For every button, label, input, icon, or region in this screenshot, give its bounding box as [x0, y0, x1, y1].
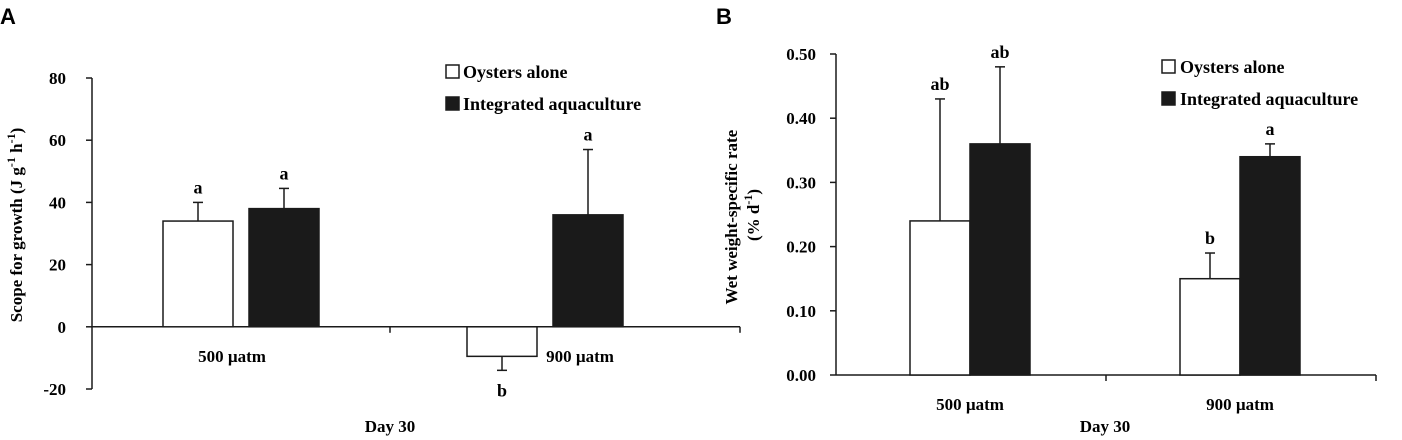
panel-a-y-axis-label: Scope for growth (J g-1 h-1)	[4, 128, 26, 323]
y-tick-label: 0	[58, 318, 67, 337]
y-tick-label: 0.30	[786, 173, 816, 192]
panel-b-y-axis-label: Wet weight-specific rate (% d-1)	[722, 126, 763, 305]
bar	[1179, 277, 1241, 376]
legend-swatch-integrated-aquaculture	[445, 96, 460, 111]
panel-a-significance-labels: a a b a	[194, 125, 593, 401]
y-tick-label: 0.00	[786, 366, 816, 385]
panel-a-bars	[162, 207, 624, 358]
panel-a-category-label: 500 µatm	[198, 347, 266, 366]
panel-a: A Scope for growth (J g-1 h-1) 80 60 40 20 0…	[0, 4, 741, 436]
y-tick-label: -20	[43, 380, 66, 399]
legend-swatch-oysters-alone	[445, 64, 460, 79]
y-tick-label: 0.20	[786, 238, 816, 257]
panel-b-category-label: 500 µatm	[936, 395, 1004, 414]
significance-label: ab	[930, 74, 949, 94]
panel-b-letter: B	[716, 4, 732, 29]
panel-b-x-axis-label: Day 30	[1080, 417, 1131, 436]
significance-label: a	[280, 163, 289, 183]
y-tick-label: 0.50	[786, 45, 816, 64]
y-tick-label: 40	[49, 193, 66, 212]
significance-label: b	[497, 380, 507, 400]
y-tick-label: 0.10	[786, 302, 816, 321]
y-tick-label: 60	[49, 131, 66, 150]
panel-b-error-bars	[935, 66, 1275, 279]
y-tick-label: 80	[49, 69, 66, 88]
bar	[1239, 155, 1301, 376]
panel-b-tick-labels: 0.50 0.40 0.30 0.20 0.10 0.00	[786, 45, 816, 385]
legend-label: Integrated aquaculture	[1180, 89, 1358, 109]
panel-a-tick-labels: 80 60 40 20 0 -20	[43, 69, 66, 399]
bar	[162, 220, 234, 328]
panel-a-legend: Oysters alone Integrated aquaculture	[445, 62, 641, 114]
bar	[909, 220, 971, 376]
legend-label: Oysters alone	[463, 62, 567, 82]
bar	[552, 214, 624, 328]
bar	[248, 207, 320, 328]
significance-label: b	[1205, 228, 1215, 248]
panel-a-error-bars	[193, 148, 593, 372]
panel-b-significance-labels: ab ab b a	[930, 42, 1274, 248]
panel-b: B Wet weight-specific rate (% d-1) 0.500…	[716, 4, 1377, 436]
panel-a-x-axis-label: Day 30	[365, 417, 416, 436]
panel-b-legend: Oysters alone Integrated aquaculture	[1161, 57, 1358, 109]
legend-swatch-integrated-aquaculture	[1161, 91, 1176, 106]
panel-a-letter: A	[0, 4, 16, 29]
panel-a-category-label: 900 µatm	[546, 347, 614, 366]
bar	[466, 326, 538, 358]
significance-label: a	[584, 125, 593, 145]
legend-swatch-oysters-alone	[1161, 59, 1176, 74]
significance-label: a	[1266, 119, 1275, 139]
y-tick-label: 20	[49, 256, 66, 275]
significance-label: ab	[990, 42, 1009, 62]
legend-label: Oysters alone	[1180, 57, 1284, 77]
panel-b-bars	[909, 143, 1301, 376]
bar	[969, 143, 1031, 376]
panel-b-category-label: 900 µatm	[1206, 395, 1274, 414]
significance-label: a	[194, 177, 203, 197]
legend-label: Integrated aquaculture	[463, 94, 641, 114]
y-tick-label: 0.40	[786, 109, 816, 128]
